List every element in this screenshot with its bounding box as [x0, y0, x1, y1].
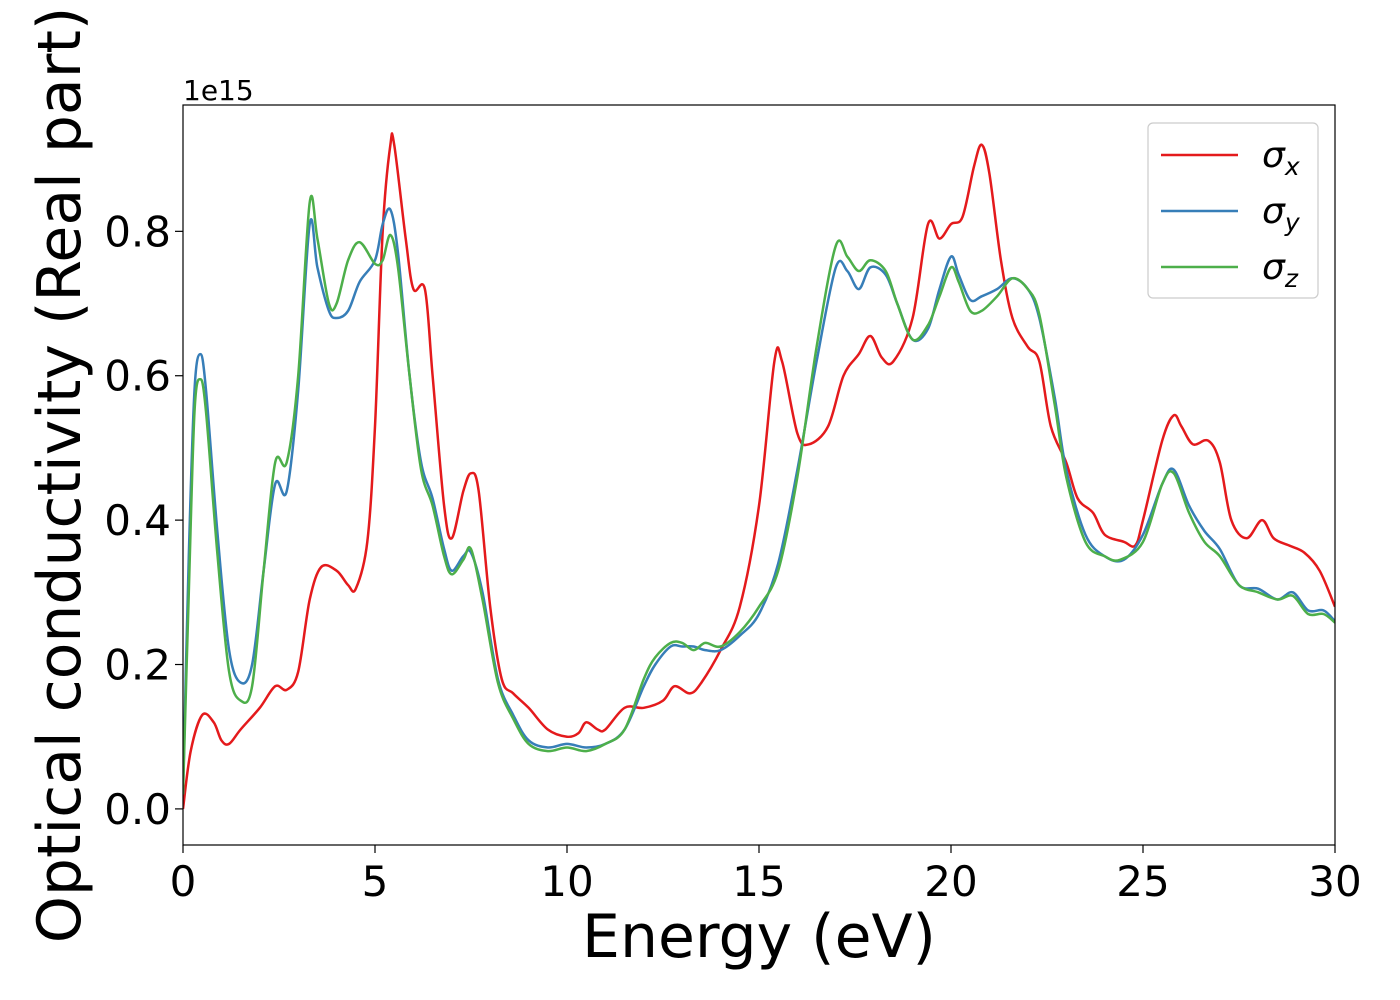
legend-label-subscript: y [1284, 208, 1301, 237]
series-line-sigma-z [183, 194, 1335, 795]
x-tick-label: 5 [362, 857, 389, 906]
x-tick-label: 20 [924, 857, 977, 906]
y-tick-label: 0.6 [104, 352, 171, 401]
legend-label-subscript: x [1284, 152, 1300, 181]
y-tick-label: 0.0 [104, 785, 171, 834]
y-tick-label: 0.2 [104, 641, 171, 690]
legend-label-symbol: σ [1262, 247, 1286, 288]
y-tick-label: 0.8 [104, 207, 171, 256]
legend-label-symbol: σ [1262, 135, 1286, 176]
x-tick-label: 0 [170, 857, 197, 906]
legend-label-subscript: z [1284, 264, 1299, 293]
x-axis-ticks: 0 5 10 15 20 25 30 [170, 845, 1362, 906]
x-tick-label: 10 [540, 857, 593, 906]
x-tick-label: 25 [1116, 857, 1169, 906]
x-tick-label: 30 [1308, 857, 1361, 906]
legend-label-sigma-x: σx [1262, 135, 1300, 181]
y-tick-label: 0.4 [104, 496, 171, 545]
series-line-sigma-x [183, 132, 1335, 810]
legend-label-symbol: σ [1262, 191, 1286, 232]
offset-text: 1e15 [183, 74, 254, 107]
y-axis-label: Optical conductivity (Real part) [25, 7, 95, 944]
y-axis-ticks: 0.0 0.2 0.4 0.6 0.8 [104, 207, 183, 834]
legend-label-sigma-y: σy [1262, 191, 1301, 237]
x-axis-label: Energy (eV) [582, 902, 936, 972]
x-tick-label: 15 [732, 857, 785, 906]
legend-label-sigma-z: σz [1262, 247, 1299, 293]
series-lines [183, 132, 1335, 810]
